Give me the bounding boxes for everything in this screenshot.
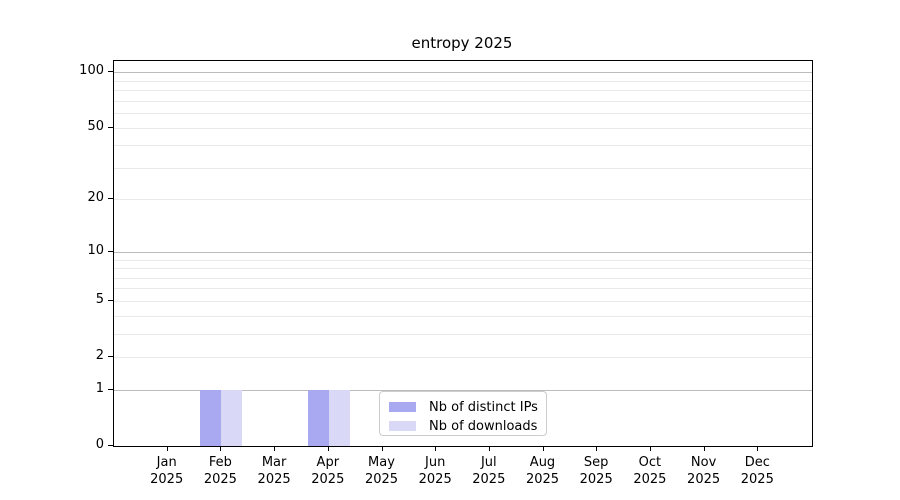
legend-label-downloads: Nb of downloads (429, 418, 538, 434)
x-tick-mark (757, 446, 759, 451)
bar-distinct-ips (200, 389, 222, 446)
bar-downloads (221, 389, 243, 446)
y-gridline-major (114, 389, 812, 391)
y-gridline-minor (114, 288, 812, 290)
x-tick-label: Jul 2025 (472, 455, 506, 487)
x-tick-mark (274, 446, 276, 451)
x-tick-label: Apr 2025 (311, 455, 345, 487)
y-gridline-minor (114, 167, 812, 169)
legend-swatch-distinct-ips (389, 402, 416, 412)
y-tick-label: 1 (95, 380, 104, 396)
x-tick-label: Feb 2025 (203, 455, 237, 487)
y-tick-mark (108, 356, 113, 357)
x-tick-label: Oct 2025 (633, 455, 667, 487)
y-gridline-minor (114, 100, 812, 102)
x-tick-mark (381, 446, 383, 451)
y-tick-label: 10 (87, 242, 104, 258)
y-tick-label: 2 (95, 348, 104, 363)
y-tick-mark (108, 198, 113, 200)
x-tick-label: Jun 2025 (418, 455, 452, 487)
y-tick-mark (108, 126, 113, 128)
y-tick-label: 50 (87, 118, 104, 134)
y-tick-mark (108, 388, 113, 390)
y-gridline-minor (114, 199, 812, 201)
y-tick-mark (108, 299, 113, 301)
x-tick-mark (542, 446, 544, 451)
y-tick-mark (108, 445, 113, 446)
x-tick-mark (220, 446, 222, 451)
x-tick-label: Aug 2025 (525, 455, 560, 487)
y-gridline-minor (114, 145, 812, 147)
y-gridline-minor (114, 268, 812, 269)
plot-area (113, 60, 813, 447)
y-gridline-minor (114, 259, 812, 261)
y-gridline-minor (114, 333, 812, 335)
y-tick-label: 5 (95, 291, 104, 307)
y-tick-mark (108, 250, 113, 252)
y-tick-label: 20 (87, 190, 104, 206)
legend: Nb of distinct IPs Nb of downloads (379, 391, 547, 436)
x-tick-label: Mar 2025 (257, 455, 291, 487)
y-tick-label: 100 (79, 63, 104, 79)
x-tick-mark (327, 446, 329, 451)
y-tick-mark (108, 71, 113, 73)
x-tick-label: Nov 2025 (687, 455, 721, 487)
y-gridline-major (114, 251, 812, 253)
legend-label-distinct-ips: Nb of distinct IPs (429, 399, 538, 415)
chart-title: entropy 2025 (411, 34, 513, 52)
x-tick-label: Jan 2025 (150, 455, 184, 487)
y-tick-label: 0 (95, 437, 104, 452)
x-tick-mark (488, 446, 490, 451)
y-gridline-minor (114, 300, 812, 302)
legend-entry-downloads: Nb of downloads (389, 418, 538, 434)
bar-distinct-ips (307, 389, 329, 446)
x-tick-mark (703, 446, 705, 451)
bar-downloads (328, 389, 350, 446)
y-gridline-minor (114, 113, 812, 115)
y-gridline-minor (114, 357, 812, 358)
x-tick-mark (435, 446, 437, 451)
y-gridline-minor (114, 80, 812, 82)
x-tick-mark (596, 446, 598, 451)
x-tick-label: Dec 2025 (740, 455, 774, 487)
x-tick-label: May 2025 (364, 455, 399, 487)
legend-entry-distinct-ips: Nb of distinct IPs (389, 399, 538, 415)
y-gridline-major (114, 72, 812, 74)
y-gridline-minor (114, 277, 812, 279)
x-tick-label: Sep 2025 (579, 455, 613, 487)
y-gridline-minor (114, 90, 812, 92)
legend-swatch-downloads (389, 421, 416, 431)
y-gridline-minor (114, 315, 812, 317)
y-gridline-minor (114, 127, 812, 129)
x-tick-mark (649, 446, 651, 451)
x-tick-mark (166, 446, 168, 451)
